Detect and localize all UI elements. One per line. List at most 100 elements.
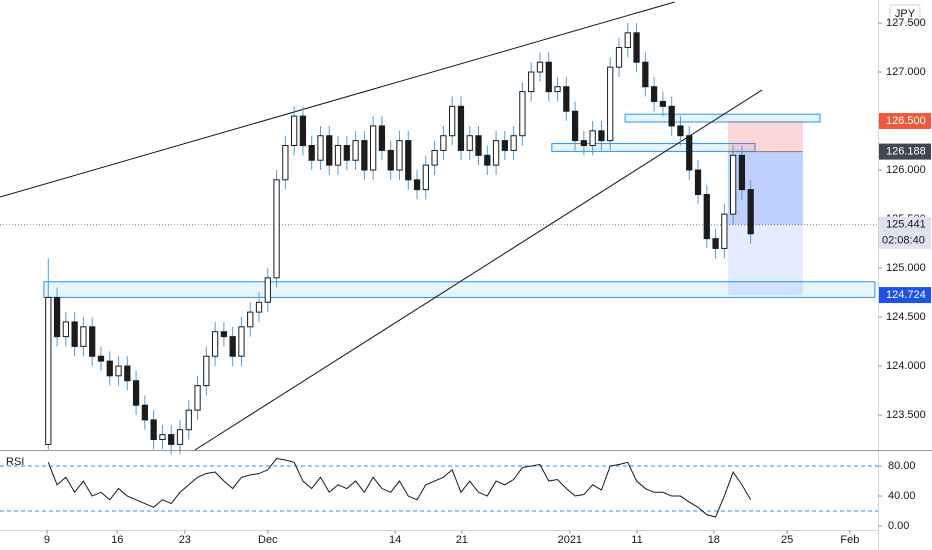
candle-body — [668, 105, 675, 127]
candle-body — [194, 385, 201, 411]
candle-body — [115, 365, 122, 377]
candle-body — [317, 135, 324, 161]
countdown-box — [879, 232, 931, 249]
candle-body — [273, 179, 280, 279]
rsi-y-tick-label: 40.00 — [888, 490, 916, 502]
x-tick-label: 25 — [781, 534, 793, 546]
candle-body — [229, 336, 236, 357]
candle-body — [729, 154, 737, 215]
candle-body — [510, 135, 517, 151]
candle-body — [563, 86, 570, 112]
candle-body — [571, 110, 579, 142]
x-tick-label: Feb — [840, 534, 859, 546]
candle-body — [290, 115, 298, 147]
candle-body — [747, 189, 754, 235]
stop-area[interactable] — [727, 121, 803, 152]
candle-body — [378, 125, 386, 151]
y-tick-label: 126.000 — [886, 164, 926, 176]
candle-body — [431, 149, 438, 166]
candle-body — [440, 135, 447, 151]
candle-body — [536, 61, 544, 73]
candle-body — [554, 86, 561, 93]
candle-body — [712, 238, 719, 249]
candle-body — [176, 429, 184, 445]
candle-body — [633, 32, 640, 63]
candle-body — [124, 365, 131, 382]
candle-body — [405, 140, 412, 181]
candle-body — [413, 179, 421, 191]
entry-label: 126.188 — [886, 146, 926, 158]
candle-body — [659, 100, 667, 107]
zone[interactable] — [551, 143, 756, 152]
x-tick-label: 21 — [456, 534, 468, 546]
x-tick-label: 9 — [44, 534, 50, 546]
trend-line[interactable] — [0, 1, 675, 198]
candle-body — [97, 355, 105, 362]
candle-body — [528, 71, 535, 93]
rsi-y-tick-label: 0.00 — [888, 520, 909, 532]
last-price-label-box — [879, 216, 931, 233]
currency-box[interactable] — [889, 4, 921, 24]
target-label: 124.724 — [886, 289, 926, 301]
candle-body — [264, 277, 271, 303]
entry-label-box — [879, 143, 931, 160]
candle-body — [545, 61, 552, 93]
candle-body — [106, 360, 113, 377]
candle-body — [501, 140, 508, 151]
currency: JPY — [895, 8, 916, 20]
y-tick-label: 125.000 — [886, 262, 926, 274]
zone[interactable] — [624, 113, 821, 123]
target-label-box — [879, 287, 931, 304]
candle-body — [132, 380, 140, 406]
candle-body — [457, 105, 465, 151]
candle-body — [334, 145, 342, 166]
x-tick-label: 14 — [389, 534, 401, 546]
trend-line[interactable] — [194, 89, 763, 451]
candle-body — [282, 145, 289, 181]
candle-body — [343, 145, 350, 161]
candle-body — [220, 331, 228, 338]
x-tick-label: 23 — [179, 534, 191, 546]
candle-body — [211, 331, 219, 357]
candle-body — [247, 311, 254, 328]
rsi-y-tick-label: 80.00 — [888, 460, 916, 472]
candle-body — [738, 154, 746, 191]
candle-body — [238, 326, 245, 357]
candle-body — [422, 164, 429, 191]
candle-body — [396, 140, 403, 171]
candle-body — [159, 434, 166, 441]
rsi-line — [47, 457, 752, 518]
candle-body — [677, 125, 684, 137]
candle-body — [185, 409, 192, 431]
candle-body — [141, 404, 149, 421]
candle-body — [519, 91, 526, 137]
candle-body — [475, 135, 482, 156]
x-tick-label: 2021 — [558, 534, 582, 546]
countdown: 02:08:40 — [882, 235, 925, 247]
x-tick-label: 11 — [631, 534, 642, 546]
candle-body — [80, 326, 87, 347]
candle-body — [326, 135, 333, 166]
candle-body — [703, 194, 710, 240]
candle-body — [650, 86, 658, 102]
y-tick-label: 127.500 — [886, 17, 926, 29]
y-tick-label: 123.500 — [886, 409, 926, 421]
candle-body — [168, 434, 175, 445]
candle-body — [721, 213, 728, 249]
stop-label: 126.500 — [886, 115, 926, 127]
candle-body — [449, 105, 456, 137]
candle-body — [299, 115, 307, 147]
y-tick-label: 127.000 — [886, 66, 926, 78]
candle-body — [686, 135, 693, 171]
candle-body — [45, 296, 52, 445]
candle-body — [150, 419, 157, 441]
candle-body — [255, 301, 263, 313]
candle-body — [53, 296, 61, 338]
x-tick-label: Dec — [258, 534, 278, 546]
candle-body — [624, 32, 631, 49]
candle-body — [62, 321, 69, 338]
candle-body — [370, 125, 377, 171]
